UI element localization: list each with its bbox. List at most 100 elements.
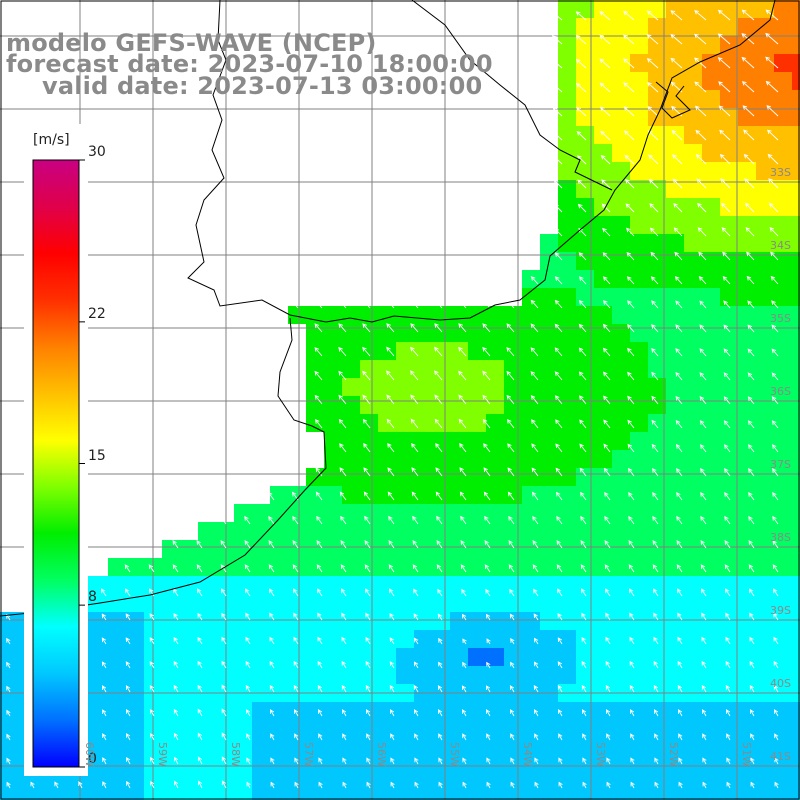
wind-speed-cell [666,558,684,576]
wind-speed-cell [594,216,612,234]
wind-speed-cell [738,234,756,252]
wind-speed-cell [540,234,558,252]
wind-speed-cell [666,162,684,180]
wind-speed-cell [738,702,756,720]
wind-speed-cell [684,180,702,198]
wind-speed-cell [270,540,288,558]
wind-speed-cell [306,540,324,558]
wind-speed-cell [666,144,684,162]
wind-speed-cell [486,540,504,558]
longitude-label: 60W [83,742,96,767]
wind-speed-cell [162,558,180,576]
wind-speed-cell [360,558,378,576]
wind-speed-cell [630,270,648,288]
wind-speed-cell [756,396,774,414]
wind-speed-cell [504,414,522,432]
wind-speed-cell [180,630,198,648]
wind-speed-cell [756,288,774,306]
wind-speed-cell [252,576,270,594]
wind-speed-cell [468,612,486,630]
wind-speed-cell [468,540,486,558]
wind-speed-cell [594,360,612,378]
wind-speed-cell [612,504,630,522]
wind-speed-cell [720,432,738,450]
wind-speed-cell [720,54,738,72]
wind-speed-cell [432,306,450,324]
wind-speed-cell [540,414,558,432]
wind-speed-cell [378,558,396,576]
wind-speed-cell [450,432,468,450]
wind-speed-cell [702,468,720,486]
wind-speed-cell [252,612,270,630]
wind-speed-cell [234,612,252,630]
wind-speed-cell [504,666,522,684]
wind-speed-cell [648,540,666,558]
wind-speed-cell [702,72,720,90]
wind-speed-cell [648,306,666,324]
wind-speed-cell [738,162,756,180]
wind-speed-cell [522,378,540,396]
wind-speed-cell [558,324,576,342]
wind-speed-cell [648,558,666,576]
wind-speed-cell [486,558,504,576]
wind-speed-cell [234,522,252,540]
wind-speed-cell [378,504,396,522]
wind-speed-cell [396,630,414,648]
wind-speed-cell [486,378,504,396]
wind-speed-cell [648,666,666,684]
wind-speed-cell [342,324,360,342]
wind-speed-cell [486,486,504,504]
wind-speed-cell [684,702,702,720]
wind-speed-cell [720,486,738,504]
wind-speed-cell [594,18,612,36]
wind-speed-cell [432,522,450,540]
wind-speed-cell [684,306,702,324]
wind-speed-cell [648,414,666,432]
wind-speed-cell [162,540,180,558]
wind-speed-cell [540,540,558,558]
legend-unit-label: [m/s] [33,132,70,148]
wind-speed-cell [432,666,450,684]
wind-speed-cell [540,576,558,594]
wind-speed-cell [702,504,720,522]
wind-speed-cell [720,450,738,468]
wind-speed-cell [702,216,720,234]
wind-speed-cell [486,738,504,756]
wind-speed-cell [540,522,558,540]
wind-speed-cell [432,324,450,342]
wind-speed-cell [414,666,432,684]
wind-speed-cell [684,162,702,180]
wind-speed-cell [720,666,738,684]
wind-speed-cell [666,288,684,306]
wind-speed-cell [324,648,342,666]
wind-speed-cell [540,270,558,288]
wind-speed-cell [612,342,630,360]
wind-speed-cell [540,360,558,378]
wind-speed-cell [702,486,720,504]
wind-speed-cell [504,558,522,576]
longitude-label: 53W [594,742,607,767]
wind-speed-cell [360,396,378,414]
wind-speed-cell [0,720,18,738]
wind-speed-cell [666,18,684,36]
wind-speed-cell [414,396,432,414]
wind-speed-cell [738,180,756,198]
wind-speed-cell [108,720,126,738]
wind-speed-cell [666,486,684,504]
wind-speed-cell [414,378,432,396]
wind-speed-cell [594,324,612,342]
wind-speed-cell [396,756,414,774]
wind-speed-cell [612,612,630,630]
wind-speed-cell [450,558,468,576]
wind-speed-cell [630,360,648,378]
wind-speed-cell [234,774,252,792]
wind-speed-cell [684,468,702,486]
wind-speed-cell [468,666,486,684]
wind-speed-cell [378,612,396,630]
wind-speed-cell [756,198,774,216]
wind-speed-cell [702,594,720,612]
wind-speed-cell [630,72,648,90]
wind-speed-cell [666,342,684,360]
wind-speed-cell [414,540,432,558]
wind-speed-cell [684,432,702,450]
